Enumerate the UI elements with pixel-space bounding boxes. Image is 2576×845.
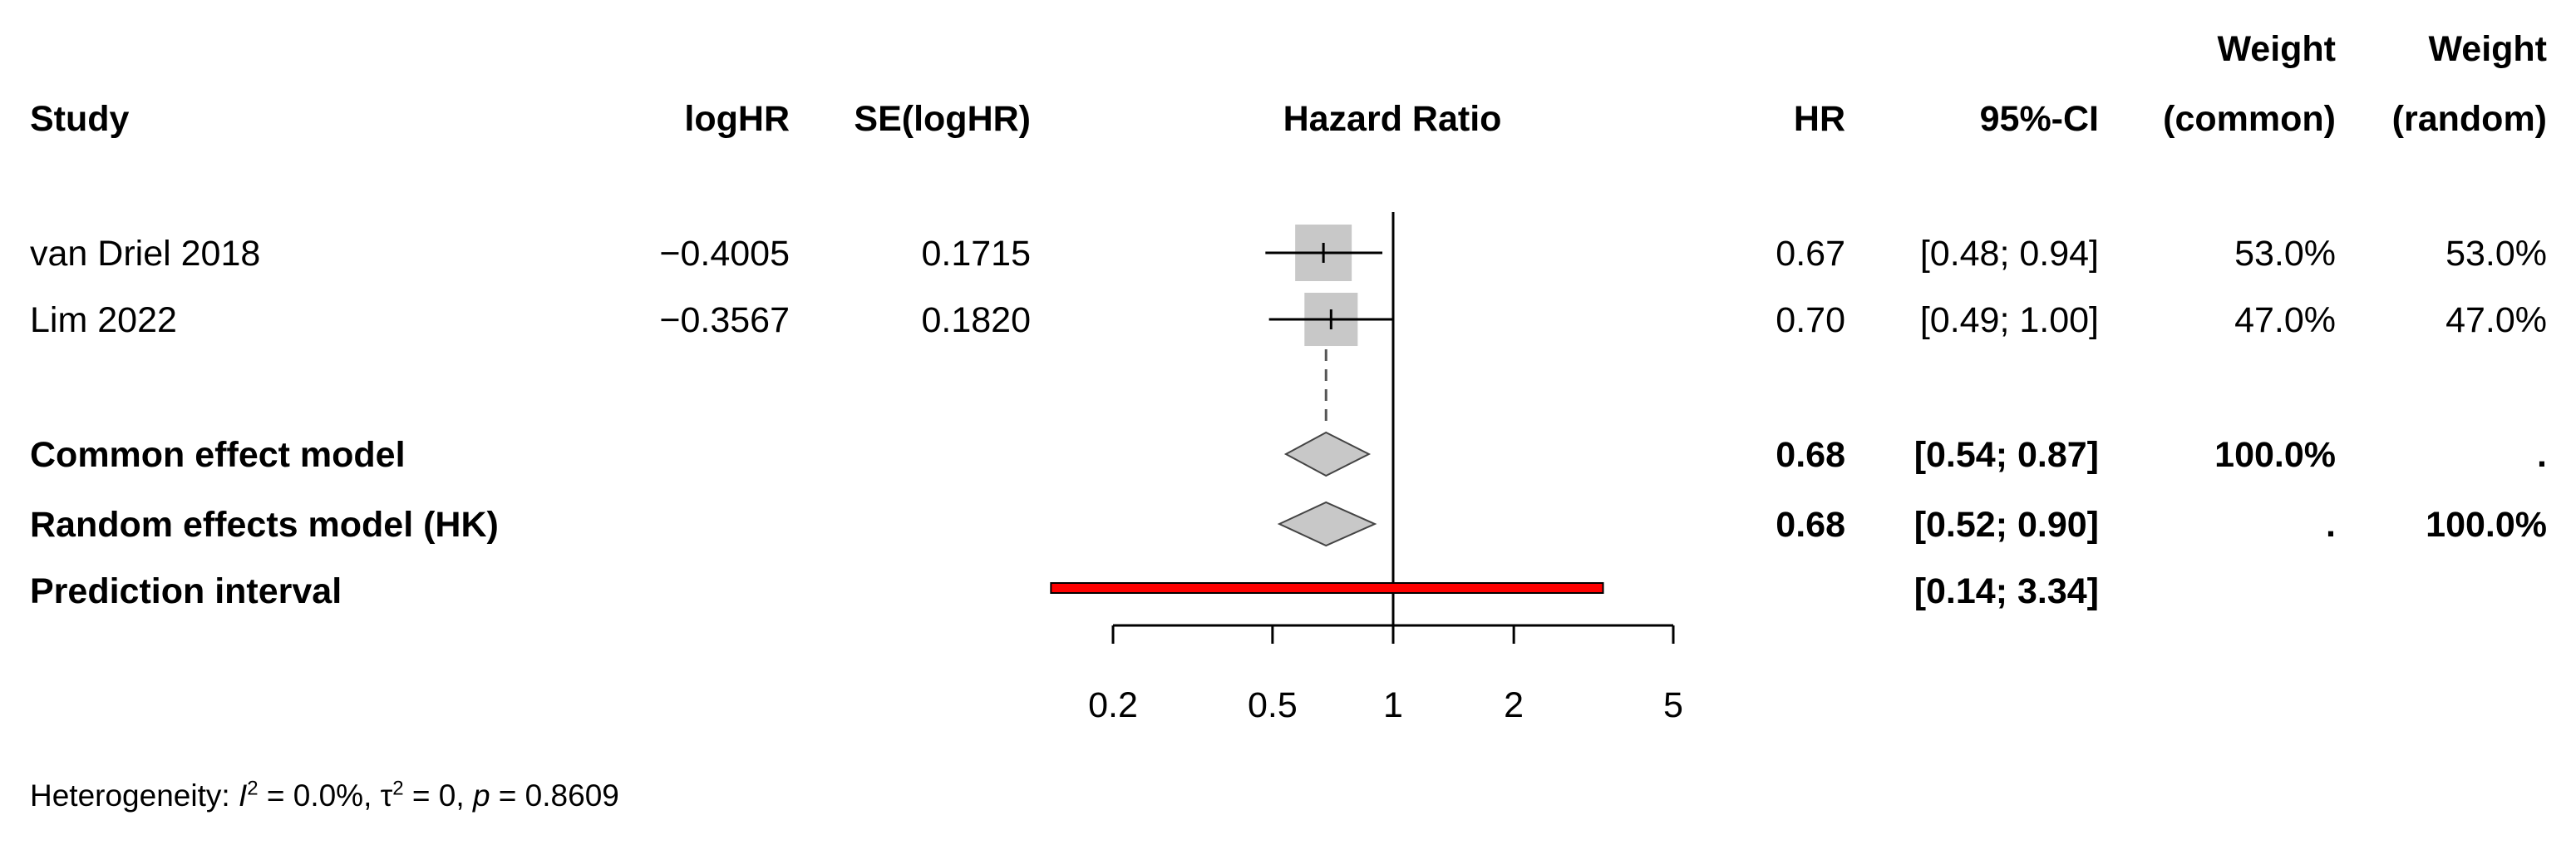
heterogeneity-text: Heterogeneity: I2 = 0.0%, τ2 = 0, p = 0.… <box>30 778 619 813</box>
summary-ci: [0.54; 0.87] <box>1914 435 2099 475</box>
summary-weight-random: 100.0% <box>2426 505 2547 545</box>
study-name: van Driel 2018 <box>30 234 261 274</box>
study-ci: [0.49; 1.00] <box>1919 300 2099 340</box>
summary-name: Common effect model <box>30 435 406 475</box>
study-se: 0.1820 <box>921 300 1031 340</box>
i-squared-value: = 0.0%, <box>258 778 381 813</box>
x-axis-tick-label: 0.2 <box>1088 685 1138 725</box>
header-hazard-ratio: Hazard Ratio <box>1283 99 1502 139</box>
header-study: Study <box>30 99 130 139</box>
x-axis-tick-label: 2 <box>1504 685 1524 725</box>
prediction-ci: [0.14; 3.34] <box>1914 571 2099 611</box>
study-weight-common: 53.0% <box>2234 234 2336 274</box>
study-weight-random: 47.0% <box>2445 300 2547 340</box>
header-loghr: logHR <box>684 99 790 139</box>
summary-diamond <box>1283 431 1372 477</box>
prediction-interval-bar <box>1050 582 1604 594</box>
study-weight-common: 47.0% <box>2234 300 2336 340</box>
study-weight-random: 53.0% <box>2445 234 2547 274</box>
study-name: Lim 2022 <box>30 300 177 340</box>
x-axis-tick-label: 0.5 <box>1248 685 1298 725</box>
summary-name: Random effects model (HK) <box>30 505 499 545</box>
prediction-name: Prediction interval <box>30 571 342 611</box>
p-value: = 0.8609 <box>490 778 619 813</box>
study-loghr: −0.3567 <box>659 300 790 340</box>
summary-diamond <box>1277 501 1377 547</box>
tau-value: = 0, <box>403 778 473 813</box>
header-hr: HR <box>1793 99 1845 139</box>
summary-weight-random: . <box>2537 435 2547 475</box>
study-hr: 0.67 <box>1776 234 1845 274</box>
i-squared-symbol: I <box>238 778 248 813</box>
header-weight-random-line2: (random) <box>2391 99 2547 139</box>
header-weight-common-line2: (common) <box>2163 99 2336 139</box>
tau-symbol: τ <box>380 778 393 813</box>
study-se: 0.1715 <box>921 234 1031 274</box>
study-hr: 0.70 <box>1776 300 1845 340</box>
summary-weight-common: . <box>2326 505 2336 545</box>
study-loghr: −0.4005 <box>659 234 790 274</box>
study-ci: [0.48; 0.94] <box>1919 234 2099 274</box>
tau-sup: 2 <box>392 777 404 800</box>
summary-weight-common: 100.0% <box>2214 435 2336 475</box>
heterogeneity-prefix: Heterogeneity: <box>30 778 239 813</box>
summary-hr: 0.68 <box>1776 505 1845 545</box>
i-squared-sup: 2 <box>247 777 259 800</box>
summary-hr: 0.68 <box>1776 435 1845 475</box>
header-weight-random-line1: Weight <box>2428 29 2547 69</box>
header-se: SE(logHR) <box>854 99 1031 139</box>
summary-ci: [0.52; 0.90] <box>1914 505 2099 545</box>
x-axis-tick-label: 5 <box>1663 685 1683 725</box>
p-symbol: p <box>472 778 490 813</box>
header-weight-common-line1: Weight <box>2217 29 2336 69</box>
header-ci: 95%-CI <box>1979 99 2099 139</box>
x-axis-tick-label: 1 <box>1383 685 1403 725</box>
